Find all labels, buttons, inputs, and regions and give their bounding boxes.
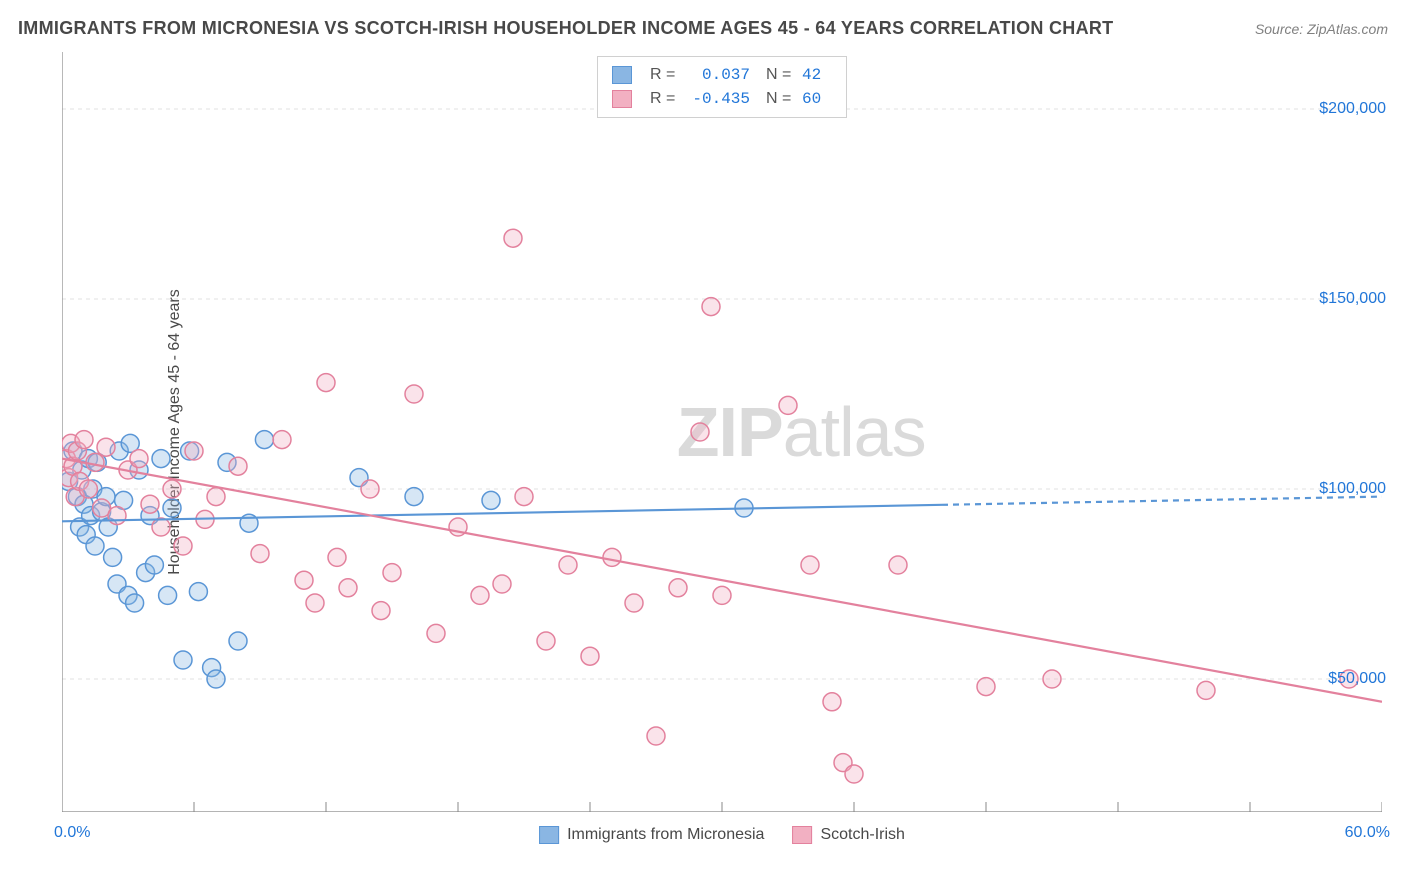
r-label: R = <box>650 63 676 87</box>
chart-area: Householder Income Ages 45 - 64 years ZI… <box>62 52 1382 812</box>
correlation-legend: R = 0.037 N = 42 R = -0.435 N = 60 <box>597 56 847 118</box>
n-value-1: 60 <box>802 87 832 111</box>
bottom-legend: Immigrants from Micronesia Scotch-Irish <box>539 826 905 844</box>
source-label: Source: ZipAtlas.com <box>1255 21 1388 37</box>
title-bar: IMMIGRANTS FROM MICRONESIA VS SCOTCH-IRI… <box>18 18 1388 39</box>
legend-swatch-1 <box>612 90 632 108</box>
n-label: N = <box>766 87 792 111</box>
y-tick-label: $100,000 <box>1319 480 1386 498</box>
r-label: R = <box>650 87 676 111</box>
bottom-label-0: Immigrants from Micronesia <box>567 826 764 843</box>
r-value-1: -0.435 <box>686 87 756 111</box>
legend-row-series-0: R = 0.037 N = 42 <box>612 63 832 87</box>
chart-title: IMMIGRANTS FROM MICRONESIA VS SCOTCH-IRI… <box>18 18 1113 39</box>
bottom-swatch-1 <box>792 826 812 844</box>
bottom-swatch-0 <box>539 826 559 844</box>
bottom-label-1: Scotch-Irish <box>820 826 904 843</box>
legend-swatch-0 <box>612 66 632 84</box>
y-tick-label: $200,000 <box>1319 100 1386 118</box>
x-tick-max: 60.0% <box>1345 824 1390 842</box>
scatter-plot-svg <box>62 52 1382 812</box>
n-label: N = <box>766 63 792 87</box>
bottom-legend-item-0: Immigrants from Micronesia <box>539 826 764 844</box>
r-value-0: 0.037 <box>686 63 756 87</box>
x-tick-min: 0.0% <box>54 824 90 842</box>
n-value-0: 42 <box>802 63 832 87</box>
bottom-legend-item-1: Scotch-Irish <box>792 826 904 844</box>
legend-row-series-1: R = -0.435 N = 60 <box>612 87 832 111</box>
y-tick-label: $150,000 <box>1319 290 1386 308</box>
y-tick-label: $50,000 <box>1328 670 1386 688</box>
